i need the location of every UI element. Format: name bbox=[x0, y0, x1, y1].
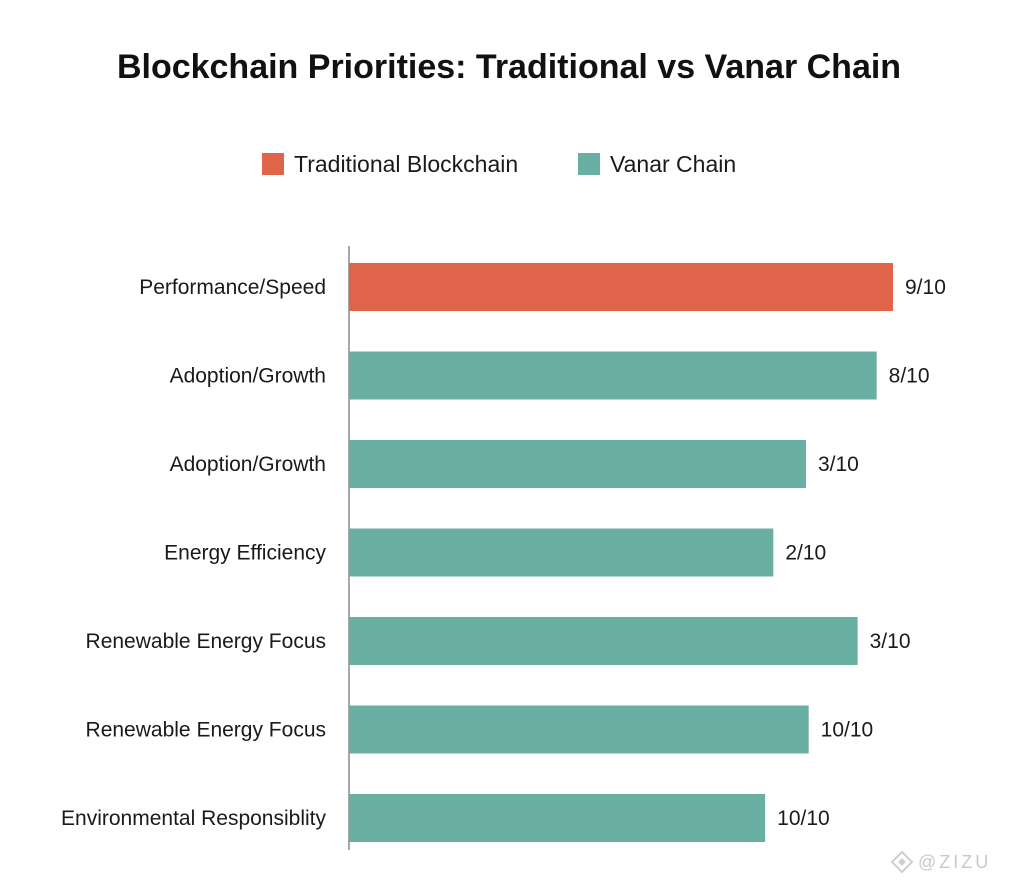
watermark-text: @ZIZU bbox=[918, 852, 991, 872]
category-label: Performance/Speed bbox=[139, 276, 326, 299]
category-label: Renewable Energy Focus bbox=[86, 719, 326, 742]
value-label: 9/10 bbox=[905, 276, 946, 299]
category-label: Renewable Energy Focus bbox=[86, 630, 326, 653]
legend-swatch bbox=[262, 153, 284, 175]
legend: Traditional Blockchain Vanar Chain bbox=[262, 151, 736, 177]
legend-swatch bbox=[578, 153, 600, 175]
value-label: 10/10 bbox=[777, 807, 830, 830]
value-label: 10/10 bbox=[821, 719, 874, 742]
bar bbox=[349, 263, 893, 311]
value-label: 2/10 bbox=[785, 542, 826, 565]
bars-group: Performance/Speed 9/10 Adoption/Growth 8/10… bbox=[61, 263, 946, 842]
value-label: 8/10 bbox=[889, 365, 930, 388]
category-label: Environmental Responsiblity bbox=[61, 807, 326, 830]
bar bbox=[349, 351, 877, 400]
bar bbox=[349, 705, 809, 754]
legend-item: Traditional Blockchain bbox=[262, 151, 518, 177]
value-label: 3/10 bbox=[818, 453, 859, 476]
category-label: Adoption/Growth bbox=[170, 365, 326, 388]
value-label: 3/10 bbox=[870, 630, 911, 653]
chart-title: Blockchain Priorities: Traditional vs Va… bbox=[117, 48, 901, 86]
legend-label: Traditional Blockchain bbox=[294, 151, 518, 177]
category-label: Energy Efficiency bbox=[164, 542, 326, 565]
watermark-logo-icon bbox=[890, 850, 914, 874]
bar bbox=[349, 794, 766, 842]
legend-item: Vanar Chain bbox=[578, 151, 736, 177]
bar bbox=[349, 617, 858, 665]
category-label: Adoption/Growth bbox=[170, 453, 326, 476]
watermark: @ZIZU bbox=[890, 850, 991, 874]
bar bbox=[349, 440, 806, 488]
bar bbox=[349, 528, 774, 577]
legend-label: Vanar Chain bbox=[610, 151, 736, 177]
